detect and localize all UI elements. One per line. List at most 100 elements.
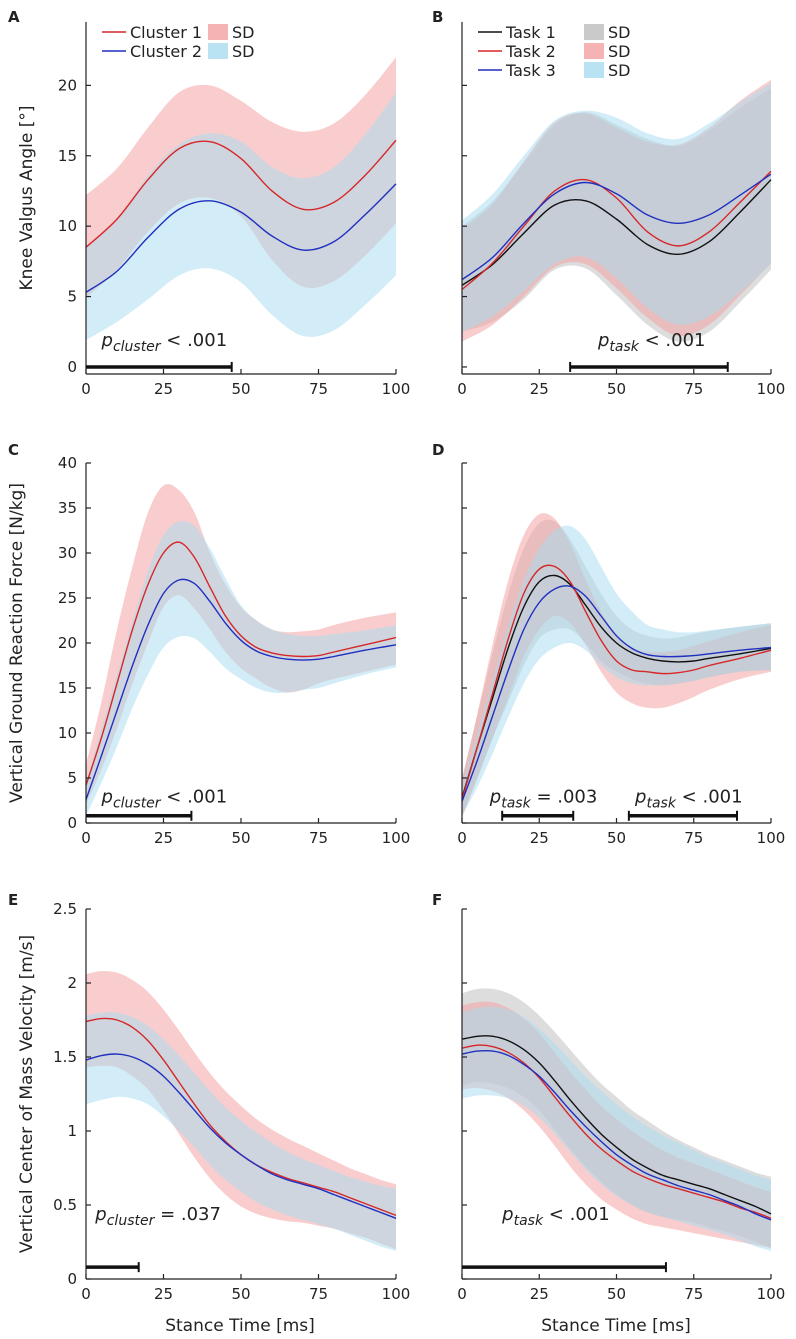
p-value-label: pcluster < .001 [101,786,228,811]
y-tick-label: 40 [58,454,77,472]
legend-band-swatch [584,24,604,40]
y-axis-label: Vertical Center of Mass Velocity [m/s] [17,935,37,1253]
panel-b: B 0 25 50 75 100 ptask < .001 Task 1 SD Task 2 SD T… [432,8,785,398]
legend-band-swatch [584,62,604,78]
legend-label: Task 3 [505,61,556,80]
x-tick-label: 25 [530,829,549,847]
y-tick-label: 20 [58,76,77,94]
mean-line-task-1 [461,1035,772,1215]
mean-line-cluster-2 [85,183,397,293]
y-tick-label: 0 [67,358,77,376]
y-tick-label: 0 [67,1270,77,1288]
x-tick-label: 75 [684,1285,703,1303]
legend-band-swatch [584,43,604,59]
mean-line-task-1 [461,179,772,286]
y-tick-label: 5 [67,288,77,306]
legend-sd-label: SD [232,23,254,42]
x-tick-label: 75 [309,1285,328,1303]
panel-letter: B [432,8,443,26]
panel-a: A 0 25 50 75 100 0 5 10 15 20 Knee Valgus Angle [°]… [8,8,410,398]
x-tick-label: 50 [607,1285,626,1303]
panel-c: C 0 25 50 75 100 0 5 10 15 20 25 30 35 40 Vertical Grou… [7,441,410,847]
legend-label: Task 2 [505,42,556,61]
mean-line-task-3 [461,585,772,802]
x-tick-label: 50 [607,380,626,398]
legend-sd-label: SD [608,23,630,42]
sd-band-cluster-2 [86,92,396,341]
panel-letter: A [8,8,20,26]
y-tick-label: 2.5 [53,900,77,918]
mean-line-cluster-1 [85,139,397,248]
sd-band-task-3 [462,525,771,816]
mean-line-task-3 [461,173,772,281]
x-tick-label: 100 [382,380,411,398]
mean-line-cluster-1 [85,541,397,786]
y-tick-label: 25 [58,589,77,607]
x-tick-label: 0 [81,380,91,398]
mean-line-cluster-2 [85,1053,397,1219]
x-tick-label: 75 [684,829,703,847]
sd-band-task-3 [462,82,771,332]
y-tick-label: 1 [67,1122,77,1140]
x-tick-label: 75 [684,380,703,398]
x-tick-label: 0 [457,380,467,398]
y-tick-label: 0.5 [53,1196,77,1214]
x-tick-label: 75 [309,380,328,398]
y-tick-label: 1.5 [53,1048,77,1066]
p-value-label: ptask < .001 [501,1204,610,1229]
sd-band-cluster-2 [86,520,396,816]
y-tick-label: 2 [67,974,77,992]
panel-letter: C [8,441,19,459]
y-tick-label: 0 [67,814,77,832]
p-value-label: ptask = .003 [489,786,598,811]
x-tick-label: 50 [231,380,250,398]
legend-band-swatch [208,43,228,59]
mean-line-task-2 [461,564,772,800]
x-axis-label-right: Stance Time [ms] [541,1316,691,1336]
mean-line-task-2 [461,170,772,291]
x-tick-label: 25 [530,380,549,398]
panel-letter: F [432,891,442,909]
y-tick-label: 5 [67,769,77,787]
panel-d: D 0 25 50 75 100 ptask = .003 ptask < .001 [432,441,785,847]
legend-sd-label: SD [232,42,254,61]
mean-line-task-2 [461,1044,772,1219]
y-tick-label: 30 [58,544,77,562]
x-tick-label: 25 [154,1285,173,1303]
mean-line-cluster-2 [85,578,397,800]
p-value-label: pcluster < .001 [101,330,228,355]
y-axis-label: Knee Valgus Angle [°] [17,105,37,290]
x-tick-label: 50 [231,829,250,847]
legend-band-swatch [208,24,228,40]
x-tick-label: 75 [309,829,328,847]
p-value-label: ptask < .001 [597,330,706,355]
x-tick-label: 25 [530,1285,549,1303]
legend-label: Cluster 2 [130,42,202,61]
p-value-label: ptask < .001 [634,786,743,811]
x-tick-label: 100 [757,380,786,398]
x-tick-label: 50 [607,829,626,847]
legend-label: Task 1 [505,23,556,42]
x-tick-label: 0 [457,1285,467,1303]
x-tick-label: 0 [81,829,91,847]
mean-line-task-3 [461,1049,772,1221]
y-axis-label: Vertical Ground Reaction Force [N/kg] [7,483,27,803]
panel-e: E 0 25 50 75 100 0 0.5 1 1.5 2 2.5 Vertical Center o… [8,891,410,1303]
x-axis-label-left: Stance Time [ms] [165,1316,315,1336]
sd-band-cluster-2 [86,1012,396,1251]
x-tick-label: 25 [154,829,173,847]
x-tick-label: 0 [81,1285,91,1303]
y-tick-label: 20 [58,634,77,652]
mean-line-task-1 [461,574,772,799]
panel-letter: E [8,891,18,909]
panel-f: F 0 25 50 75 100 ptask < .001 [432,891,785,1303]
y-tick-label: 10 [58,217,77,235]
y-tick-label: 15 [58,147,77,165]
x-tick-label: 25 [154,380,173,398]
x-tick-label: 50 [231,1285,250,1303]
legend-label: Cluster 1 [130,23,202,42]
legend-sd-label: SD [608,61,630,80]
x-tick-label: 100 [382,1285,411,1303]
panel-letter: D [432,441,444,459]
